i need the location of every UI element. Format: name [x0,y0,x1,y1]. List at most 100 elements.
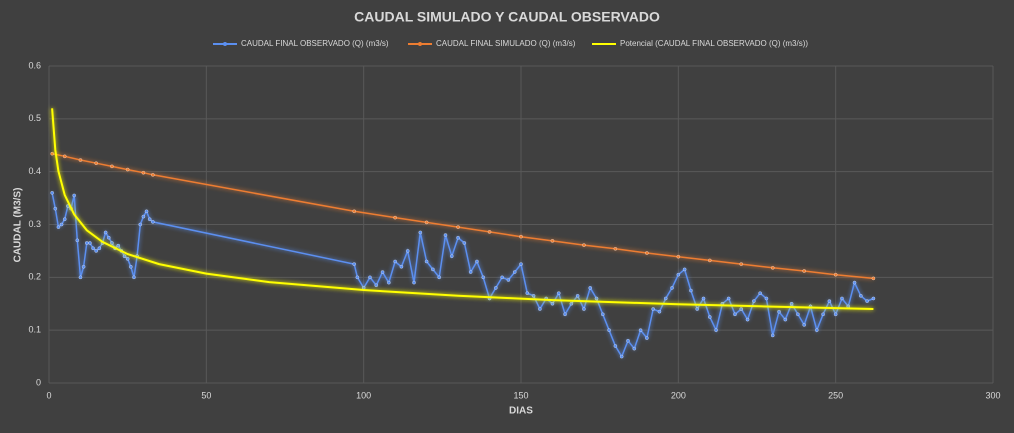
data-point [789,301,794,306]
data-point [582,307,586,311]
data-point [682,267,687,272]
data-point [56,225,61,229]
data-point [151,173,155,177]
data-point [94,249,98,253]
data-point [456,235,460,240]
data-point [852,280,857,285]
data-point [393,259,397,264]
data-point [78,275,83,280]
data-point [59,222,64,227]
data-point [632,346,637,351]
data-point [783,317,788,322]
data-point [110,164,114,169]
data-point [141,170,146,175]
data-point [777,309,781,314]
legend-label: CAUDAL FINAL OBSERVADO (Q) (m3/s) [241,39,389,48]
data-point [53,206,58,211]
data-point [462,241,467,245]
data-point [714,328,718,332]
data-point [657,309,662,314]
data-point [708,258,712,263]
data-point [557,291,561,295]
x-tick-label: 100 [356,390,371,400]
data-point [506,278,511,282]
data-point [550,239,555,243]
data-point [833,312,838,317]
data-point [424,259,429,264]
data-point [62,154,67,159]
data-point [144,209,149,214]
data-point [387,280,391,285]
legend-label: CAUDAL FINAL SIMULADO (Q) (m3/s) [436,39,576,48]
data-point [764,296,769,301]
data-point [796,312,800,317]
data-point [733,312,737,317]
data-point [645,336,649,340]
data-point [50,151,54,156]
data-point [594,296,599,301]
data-point [405,249,410,253]
data-point [689,288,693,293]
data-point [125,257,130,261]
data-point [147,217,152,221]
data-point [745,317,750,322]
data-point [352,209,356,214]
data-point [355,275,360,280]
data-point [613,247,618,251]
data-point [770,333,775,338]
data-point [865,299,869,303]
data-point [75,238,80,243]
data-point [752,299,756,303]
data-point [626,338,630,343]
y-tick-label: 0.5 [28,113,41,123]
data-point [475,259,479,264]
data-point [815,328,819,332]
series-line [51,108,874,310]
data-point [456,225,460,229]
x-tick-label: 300 [985,390,1000,400]
data-point [758,291,762,295]
data-point [525,291,530,295]
data-point [645,251,649,255]
data-point [871,296,876,301]
data-point [739,307,744,311]
data-point [619,354,624,359]
x-tick-label: 0 [46,390,51,400]
data-point [663,296,668,301]
data-point [78,158,83,162]
data-point [94,161,98,165]
data-point [588,286,592,290]
data-point [802,323,806,327]
data-point [72,193,76,198]
data-point [468,270,473,274]
data-point [519,234,523,239]
data-point [399,265,404,269]
data-point [569,301,574,306]
data-point [352,262,356,266]
data-point [412,280,416,285]
data-point [859,294,863,298]
data-point [110,241,114,245]
data-point [582,243,586,247]
data-point [380,270,385,274]
y-axis-title: CAUDAL (M3/S) [13,188,24,263]
data-point [374,283,379,288]
data-point [833,272,838,277]
data-point [50,191,54,195]
data-point [512,270,517,274]
data-point [726,296,731,301]
data-point [91,246,95,251]
data-point [97,246,102,251]
y-tick-label: 0 [36,377,41,387]
x-axis-title: DIAS [509,406,533,417]
x-tick-label: 50 [201,390,211,400]
data-point [613,344,618,348]
data-point [125,167,130,172]
data-point [701,296,706,301]
data-point [85,241,89,245]
data-point [531,294,536,298]
data-point [538,307,542,311]
data-point [651,307,655,311]
data-point [638,328,643,332]
x-tick-label: 200 [671,390,686,400]
